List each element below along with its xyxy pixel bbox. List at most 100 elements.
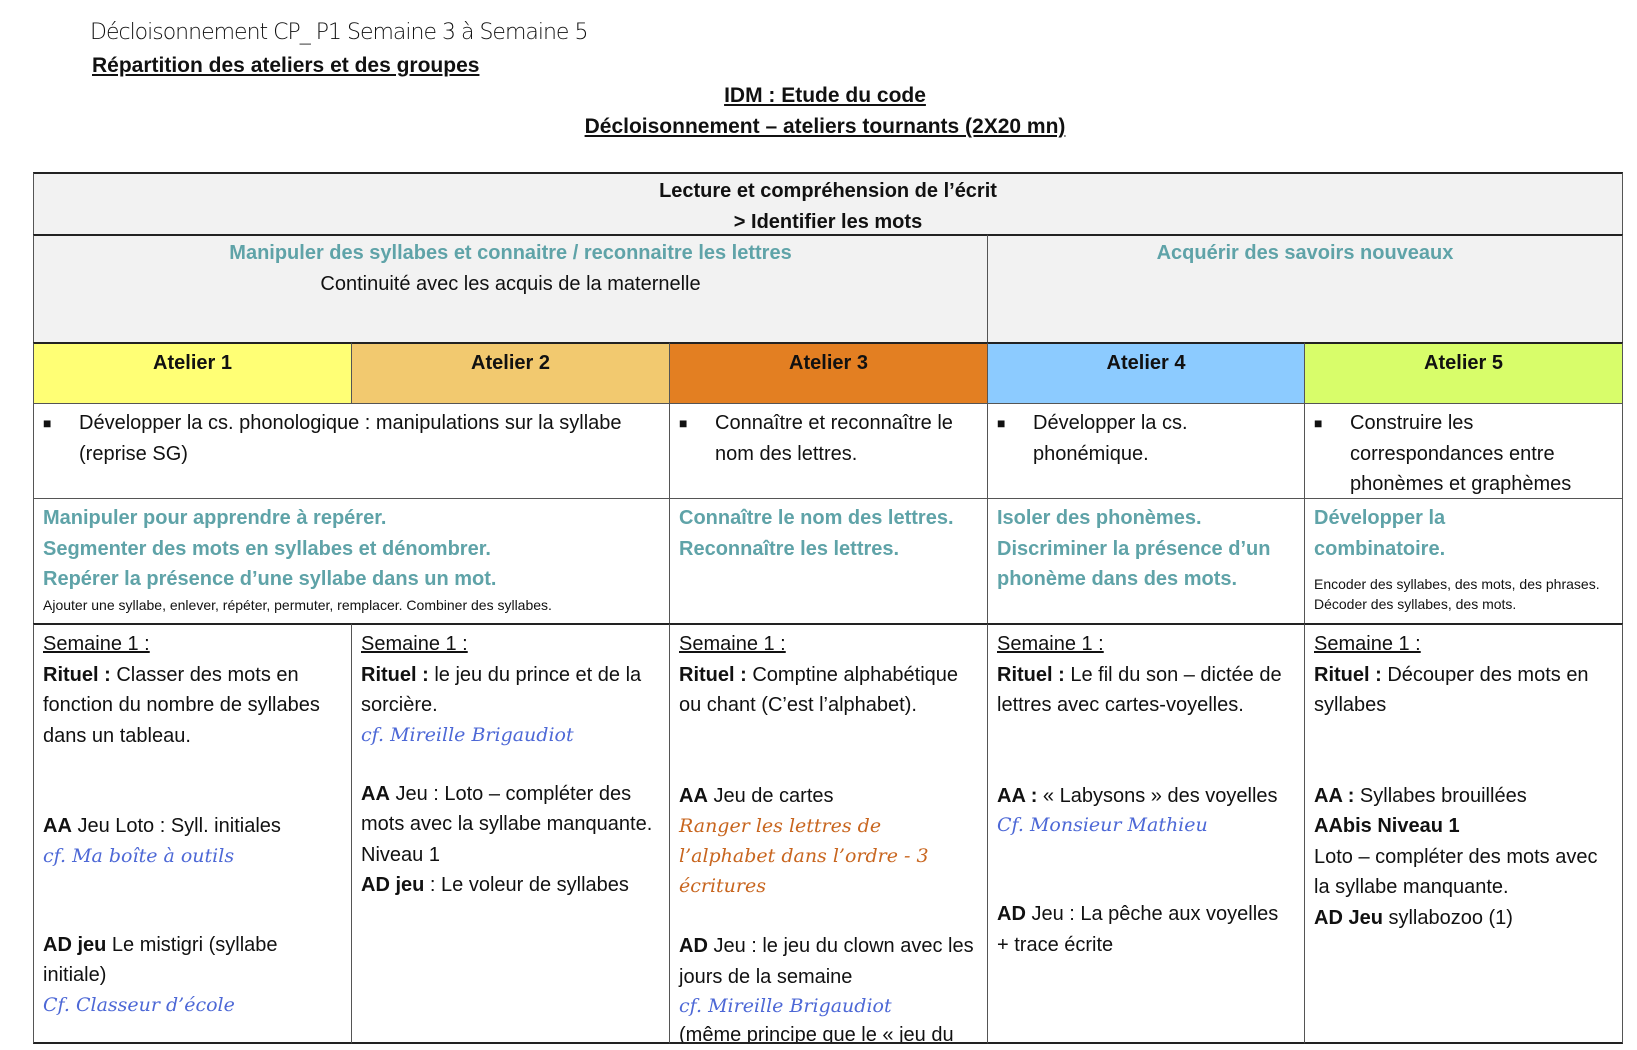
text: Rituel : xyxy=(43,663,111,686)
text: AA : xyxy=(1314,784,1355,807)
text: Découper des mots en syllabes xyxy=(1314,663,1589,717)
week-cell-atelier-2: Semaine 1 : Rituel : le jeu du prince et … xyxy=(351,623,670,1044)
ad-extra: (même principe que le « jeu du pendu ») xyxy=(679,1024,954,1044)
skill: Segmenter des mots en syllabes et dénomb… xyxy=(43,537,491,560)
skill: Manipuler pour apprendre à repérer. xyxy=(43,507,387,529)
bullet-icon: ■ xyxy=(997,415,1006,431)
week-cell-atelier-4: Semaine 1 : Rituel : Le fil du son – dict… xyxy=(987,623,1305,1044)
aabis-label: AAbis Niveau 1 xyxy=(1314,815,1460,837)
aa-reference: Cf. Monsieur Mathieu xyxy=(997,814,1208,836)
text: Rituel : xyxy=(997,663,1065,686)
aa-activity: AA : « Labysons » des voyelles xyxy=(997,781,1295,812)
rituel: Rituel : Comptine alphabétique ou chant … xyxy=(679,660,978,721)
subtitle: Répartition des ateliers et des groupes xyxy=(92,54,480,77)
objective-a12: ■ Développer la cs. phonologique : manipu… xyxy=(33,403,670,499)
section-left-subtitle: Continuité avec les acquis de la materne… xyxy=(320,272,701,295)
text: Comptine alphabétique ou chant (C’est l’… xyxy=(679,663,959,717)
skills-a12: Manipuler pour apprendre à repérer. Segm… xyxy=(33,498,670,624)
ad-activity: AD Jeu : le jeu du clown avec les jours … xyxy=(679,931,978,992)
week-label: Semaine 1 : xyxy=(361,633,468,655)
ad-reference: cf. Mireille Brigaudiot xyxy=(679,995,892,1017)
text: Jeu de cartes xyxy=(707,784,834,807)
text: « Labysons » des voyelles xyxy=(1037,784,1278,807)
week-cell-atelier-5: Semaine 1 : Rituel : Découper des mots en… xyxy=(1304,623,1623,1044)
ad-activity: AD jeu : Le voleur de syllabes xyxy=(361,870,660,901)
rituel-reference: cf. Mireille Brigaudiot xyxy=(361,723,574,746)
rituel: Rituel : Classer des mots en fonction du… xyxy=(43,660,342,752)
skill: Repérer la présence d’une syllabe dans u… xyxy=(43,568,497,590)
objective-text: Développer la cs. phonémique. xyxy=(1033,412,1188,465)
text: Rituel : xyxy=(679,663,747,686)
aa-reference: Ranger les lettres de l’alphabet dans l’… xyxy=(679,815,929,897)
aa-activity: AA Jeu Loto : Syll. initiales xyxy=(43,811,342,842)
aa-level: Niveau 1 xyxy=(361,843,440,866)
text: AA : xyxy=(997,784,1038,807)
bullet-icon: ■ xyxy=(679,415,688,431)
bullet-icon: ■ xyxy=(1314,415,1323,431)
skill: Connaître le nom des lettres. xyxy=(679,507,954,529)
domain-line-2: > Identifier les mots xyxy=(733,210,923,233)
objective-a5: ■ Construire les correspondances entre ph… xyxy=(1304,403,1623,499)
aa-activity: AA Jeu : Loto – compléter des mots avec … xyxy=(361,779,660,840)
text: AA xyxy=(43,815,72,837)
text: AD jeu xyxy=(361,874,425,896)
atelier-header-2: Atelier 2 xyxy=(351,342,670,404)
text: le jeu du prince et de la sorcière. xyxy=(361,663,642,717)
text: Syllabes brouillées xyxy=(1354,784,1527,807)
objective-text: Construire les correspondances entre pho… xyxy=(1350,412,1572,495)
text: Jeu : La pêche aux voyelles xyxy=(1025,903,1279,925)
aabis-activity: Loto – compléter des mots avec la syllab… xyxy=(1314,845,1598,899)
aa-activity: AA Jeu de cartes xyxy=(679,781,978,812)
atelier-header-1: Atelier 1 xyxy=(33,342,352,404)
section-right: Acquérir des savoirs nouveaux xyxy=(987,234,1623,343)
atelier-label: Atelier 4 xyxy=(1106,352,1186,374)
section-left-title: Manipuler des syllabes et connaitre / re… xyxy=(229,242,792,264)
atelier-label: Atelier 5 xyxy=(1424,352,1503,374)
text: AA xyxy=(679,784,708,807)
week-label: Semaine 1 : xyxy=(1314,633,1421,655)
objective-a4: ■ Développer la cs. phonémique. xyxy=(987,403,1305,499)
section-right-title: Acquérir des savoirs nouveaux xyxy=(1156,242,1454,264)
skills-a4: Isoler des phonèmes. Discriminer la prés… xyxy=(987,498,1305,624)
week-cell-atelier-1: Semaine 1 : Rituel : Classer des mots en … xyxy=(33,623,352,1044)
atelier-label: Atelier 3 xyxy=(789,352,868,374)
text: Le mistigri (syllabe initiale) xyxy=(43,933,278,987)
domain-line-1: Lecture et compréhension de l’écrit xyxy=(659,180,997,202)
text: AD xyxy=(679,935,708,957)
week-cell-atelier-3: Semaine 1 : Rituel : Comptine alphabétiqu… xyxy=(669,623,988,1044)
week-label: Semaine 1 : xyxy=(679,633,786,655)
text: Jeu : le jeu du clown avec les jours de … xyxy=(679,935,974,988)
objective-a3: ■ Connaître et reconnaître le nom des let… xyxy=(669,403,988,499)
text: Rituel : xyxy=(1314,663,1382,686)
skill: Développer la combinatoire. xyxy=(1314,507,1446,560)
aa-activity: AA : Syllabes brouillées xyxy=(1314,781,1613,812)
text: Le fil du son – dictée de lettres avec c… xyxy=(997,663,1282,717)
ad-activity: AD jeu Le mistigri (syllabe initiale) xyxy=(43,930,342,991)
aa-reference: cf. Ma boîte à outils xyxy=(43,844,235,867)
section-left: Manipuler des syllabes et connaitre / re… xyxy=(33,234,988,343)
week-label: Semaine 1 : xyxy=(997,633,1104,655)
objective-text: Connaître et reconnaître le nom des lett… xyxy=(715,412,953,465)
text: Classer des mots en fonction du nombre d… xyxy=(43,663,320,747)
ad-reference: Cf. Classeur d’école xyxy=(43,993,235,1016)
title-line-1: IDM : Etude du code xyxy=(724,84,926,107)
objective-text: Développer la cs. phonologique : manipul… xyxy=(79,412,622,465)
rituel: Rituel : Découper des mots en syllabes xyxy=(1314,660,1613,721)
text: syllabozoo (1) xyxy=(1382,906,1513,929)
ad-activity: AD Jeu : La pêche aux voyelles xyxy=(997,899,1295,930)
text: AD Jeu xyxy=(1314,906,1383,929)
week-label: Semaine 1 : xyxy=(43,633,150,655)
rituel: Rituel : le jeu du prince et de la sorci… xyxy=(361,660,660,721)
text: AD jeu xyxy=(43,933,107,956)
bullet-icon: ■ xyxy=(43,415,52,431)
skill: Reconnaître les lettres. xyxy=(679,537,900,560)
skill-note: Encoder des syllabes, des mots, des phra… xyxy=(1314,576,1600,612)
text: Jeu Loto : Syll. initiales xyxy=(71,815,281,837)
atelier-header-5: Atelier 5 xyxy=(1304,342,1623,404)
title-line-2: Décloisonnement – ateliers tournants (2X… xyxy=(584,115,1066,138)
domain-header: Lecture et compréhension de l’écrit > Id… xyxy=(33,172,1623,235)
skill: Discriminer la présence d’un phonème dan… xyxy=(997,537,1271,591)
skills-a3: Connaître le nom des lettres. Reconnaîtr… xyxy=(669,498,988,624)
ad-extra: + trace écrite xyxy=(997,933,1114,956)
skills-a5: Développer la combinatoire. Encoder des … xyxy=(1304,498,1623,624)
